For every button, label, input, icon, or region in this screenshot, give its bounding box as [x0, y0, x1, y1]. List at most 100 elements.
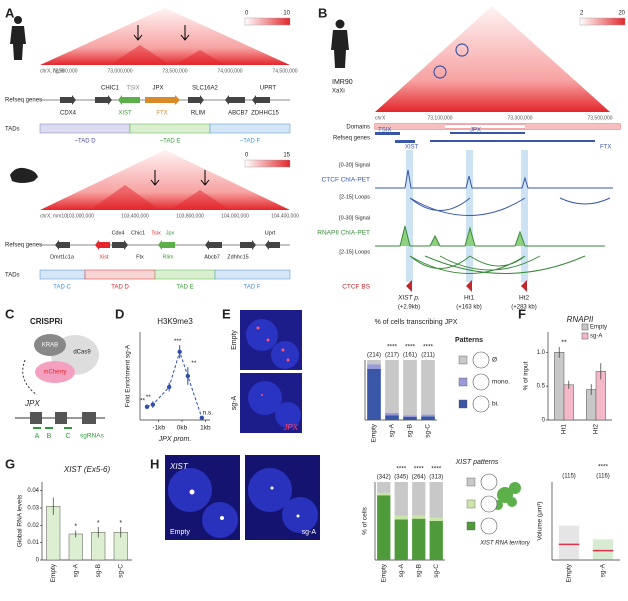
- y-tick-label: 0.03: [27, 506, 39, 512]
- y-tick-label: 0: [36, 558, 40, 564]
- label: CTCF BS: [342, 284, 370, 291]
- chart-title: XIST (Ex5-6): [63, 465, 111, 474]
- y-tick-label: 0.01: [27, 540, 39, 546]
- annotation: ***: [174, 338, 182, 345]
- legend-icon: [472, 373, 490, 391]
- bar-segment: [377, 492, 391, 496]
- label: JPX: [282, 423, 298, 432]
- tad-label: ~TAD D: [74, 139, 96, 145]
- bar-segment: [385, 415, 399, 420]
- label: chrX, hg19: [40, 68, 64, 74]
- legend-swatch: [581, 323, 589, 331]
- significance: *: [97, 520, 100, 527]
- significance: ****: [423, 344, 434, 351]
- significance: ****: [387, 344, 398, 351]
- annotation: n.s.: [203, 409, 214, 416]
- count-label: (264): [412, 475, 426, 481]
- label: chrX: [375, 115, 386, 121]
- legend-label: Ø: [492, 357, 497, 364]
- bar-segment: [412, 518, 426, 560]
- bar-segment: [394, 515, 408, 520]
- bar-segment: [421, 360, 435, 415]
- coordinate: 73,300,000: [507, 115, 532, 121]
- label: Refseq genes: [5, 98, 42, 104]
- label: [0-30] Signal: [339, 162, 370, 168]
- site-label: XIST p.: [397, 295, 420, 302]
- chart-title: RNAPII: [567, 315, 594, 324]
- count-label: (116): [596, 474, 610, 480]
- label: mCherry: [43, 370, 66, 376]
- label: JPX: [24, 399, 40, 408]
- label: CTCF ChIA-PET: [322, 177, 370, 184]
- point: [185, 373, 191, 379]
- x-tick-label: sg-A: [389, 423, 396, 437]
- panel-label: H: [150, 456, 159, 471]
- legend-swatch: [458, 377, 468, 387]
- bar-segment: [429, 482, 443, 518]
- tad-label: TAD E: [176, 285, 193, 291]
- coordinate: 103,400,000: [121, 213, 149, 219]
- site-label: Ht2: [519, 295, 530, 302]
- x-label: JPX prom.: [158, 436, 192, 443]
- count-label: (214): [367, 353, 381, 359]
- bar-segment: [403, 415, 417, 417]
- label: KRAB: [42, 343, 58, 349]
- dot-cloud: [558, 525, 580, 560]
- x-tick-label: Empty: [380, 563, 387, 582]
- x-tick-label: 0kb: [177, 425, 188, 432]
- significance: *: [74, 523, 77, 530]
- x-tick-label: Empty: [566, 563, 573, 582]
- legend-swatch: [458, 399, 468, 409]
- coordinate: 73,000,000: [107, 68, 132, 74]
- bar-segment: [412, 482, 426, 516]
- gene-label: Jpx: [166, 230, 175, 236]
- significance: ****: [431, 466, 442, 473]
- gene-label: Uprt: [265, 230, 276, 236]
- annotation: **: [140, 397, 146, 404]
- gene-label: Tsix: [151, 230, 161, 236]
- x-tick-label: Ht1: [561, 424, 568, 435]
- bar-segment: [421, 416, 435, 420]
- image-label: Empty: [231, 330, 238, 350]
- y-tick-label: 0.04: [27, 488, 39, 494]
- gene-label: TSIX: [126, 86, 139, 92]
- bar-segment: [377, 495, 391, 560]
- colorbar-label: 0: [245, 153, 249, 159]
- x-tick-label: sg-A: [72, 563, 79, 577]
- gene-label: CHIC1: [101, 86, 120, 92]
- panel-label: G: [5, 456, 15, 471]
- gene-label: XIST: [405, 145, 419, 151]
- legend-icon: [480, 517, 498, 535]
- coordinate: 103,800,000: [176, 213, 204, 219]
- image-label: Empty: [170, 529, 190, 536]
- gene-label: FTX: [600, 145, 611, 151]
- legend-swatch: [458, 355, 468, 365]
- point: [150, 402, 156, 407]
- label: IMR90: [332, 79, 353, 86]
- panel-label: E: [222, 306, 231, 321]
- chart-title: H3K9me3: [157, 317, 193, 326]
- label: chrX, mm10: [40, 213, 67, 219]
- bar-segment: [367, 364, 381, 369]
- coordinate: 73,500,000: [162, 68, 187, 74]
- gene-label: CDX4: [60, 111, 77, 117]
- label: TADs: [5, 127, 20, 133]
- panel-b-art: [331, 6, 626, 292]
- significance: **: [561, 340, 567, 347]
- gene-label: Xist: [99, 254, 109, 260]
- legend-label: bi.: [492, 401, 499, 408]
- sgrna-site: C: [65, 433, 70, 440]
- bar-segment: [377, 482, 391, 493]
- bar-segment: [367, 369, 381, 420]
- bar-segment: [429, 517, 443, 521]
- gene-label: JPX: [152, 86, 163, 92]
- bar-segment: [394, 519, 408, 560]
- y-label: Global RNA levels: [17, 494, 24, 547]
- tad-label: TAD C: [53, 285, 71, 291]
- coordinate: 73,500,000: [587, 115, 612, 121]
- label: [0-30] Signal: [339, 215, 370, 221]
- x-tick-label: sg-B: [407, 424, 414, 437]
- legend-icon: [480, 473, 498, 491]
- label: XIST RNA territory: [479, 541, 530, 547]
